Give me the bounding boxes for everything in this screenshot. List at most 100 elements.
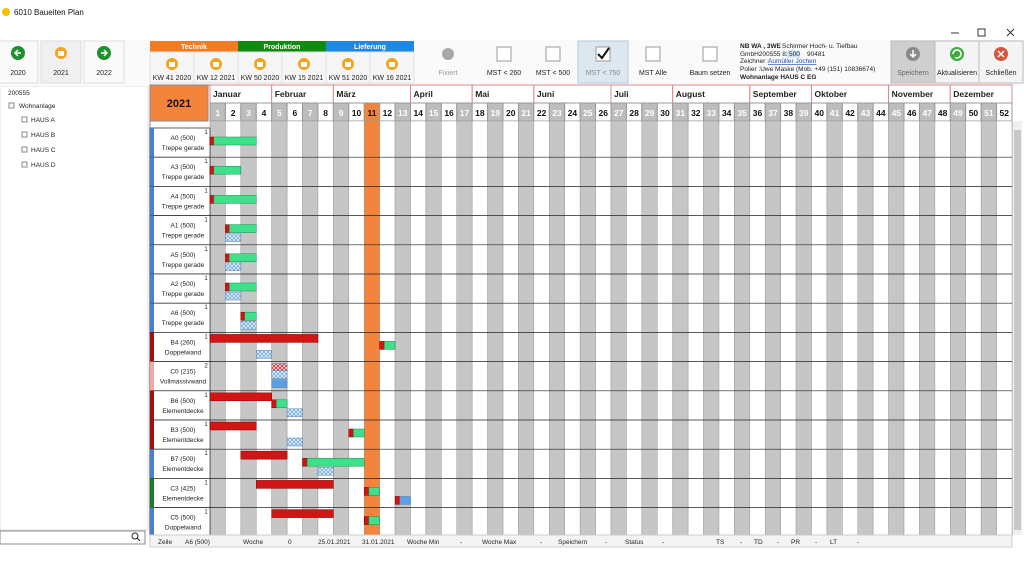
week-label: 43 — [861, 108, 871, 118]
status-item: Status — [625, 539, 644, 546]
search-icon[interactable] — [131, 532, 141, 542]
row-type: Vollmassivwand — [160, 379, 207, 386]
year-cell — [149, 84, 209, 122]
row-count: 1 — [204, 451, 208, 457]
bar-red[interactable] — [394, 496, 400, 505]
week-column — [811, 120, 828, 536]
bar-green[interactable] — [213, 165, 242, 175]
week-column — [518, 120, 535, 536]
bar-hatch[interactable] — [225, 233, 242, 242]
row-label-cell — [149, 419, 211, 450]
bar-hatch[interactable] — [225, 291, 242, 301]
info-company: Schirmer Hoch- u. Tiefbau — [782, 43, 858, 50]
status-item: - — [605, 539, 607, 546]
status-item: 25.01.2021 — [318, 539, 351, 546]
week-column — [687, 120, 704, 536]
bar-hatch[interactable] — [317, 466, 334, 476]
week-column — [441, 120, 458, 536]
week-label: 30 — [660, 108, 670, 118]
week-column — [487, 120, 504, 536]
bar-red[interactable] — [240, 311, 245, 321]
row-name: B6 (500) — [171, 398, 196, 405]
search-box[interactable] — [0, 530, 146, 545]
bar-red[interactable] — [225, 224, 230, 233]
bar-red[interactable] — [209, 421, 257, 431]
week-label: 21 — [521, 108, 531, 118]
row-count: 1 — [204, 247, 208, 253]
checkbox[interactable] — [496, 46, 512, 62]
tree-expander[interactable] — [21, 161, 28, 168]
bar-red[interactable] — [225, 253, 230, 263]
bar-green[interactable] — [384, 341, 396, 350]
bar-red[interactable] — [225, 282, 230, 292]
phase-date-button[interactable] — [237, 51, 283, 84]
bar-red[interactable] — [348, 428, 354, 438]
bar-hatch[interactable] — [286, 437, 303, 447]
bar-blue[interactable] — [399, 496, 411, 505]
bar-green[interactable] — [229, 282, 257, 292]
week-column — [595, 120, 612, 536]
bar-hatch[interactable] — [225, 262, 242, 272]
week-column — [456, 120, 473, 536]
bar-green[interactable] — [244, 311, 257, 321]
tree-item: HAUS A — [31, 117, 56, 124]
bar-red[interactable] — [379, 341, 385, 350]
bar-red[interactable] — [256, 480, 334, 489]
bar-red[interactable] — [363, 516, 370, 525]
bar-red[interactable] — [363, 487, 370, 496]
bar-green[interactable] — [368, 516, 380, 525]
year-label: 2020 — [10, 70, 26, 77]
tree-expander[interactable] — [8, 102, 15, 109]
bar-red[interactable] — [209, 195, 215, 204]
bar-green[interactable] — [213, 136, 257, 146]
bar-green[interactable] — [229, 224, 257, 233]
info-polier: Polier :Uwe Maske (Mob. +49 (151) 108366… — [740, 66, 875, 73]
bar-red[interactable] — [209, 334, 319, 343]
tree-expander[interactable] — [21, 116, 28, 123]
row-label-cell — [149, 302, 211, 333]
bar-hatch[interactable] — [286, 408, 303, 418]
bar-red[interactable] — [209, 165, 215, 175]
status-item: Woche Max — [482, 539, 517, 546]
month-label: November — [892, 89, 934, 99]
checkbox[interactable] — [645, 46, 661, 62]
week-column — [826, 120, 843, 536]
bar-red[interactable] — [302, 457, 308, 467]
week-column — [348, 120, 365, 536]
week-column — [950, 120, 966, 536]
week-label: 20 — [506, 108, 516, 118]
week-label: 49 — [953, 108, 963, 118]
bar-red[interactable] — [271, 399, 277, 409]
bar-green[interactable] — [368, 487, 380, 496]
bar-green[interactable] — [276, 399, 288, 409]
checkbox[interactable] — [702, 46, 718, 62]
row-label-cell — [149, 332, 211, 362]
arrow-glyph — [101, 49, 109, 57]
bar-red[interactable] — [240, 450, 288, 460]
bar-hatch[interactable] — [256, 350, 272, 359]
window-controls[interactable] — [951, 28, 1015, 37]
bar-green[interactable] — [306, 457, 365, 467]
bar-green[interactable] — [353, 428, 365, 438]
phase-date: KW 12 2021 — [197, 75, 236, 82]
week-column — [672, 120, 689, 536]
bar-red[interactable] — [209, 392, 272, 402]
bar-red[interactable] — [209, 136, 215, 146]
calendar-icon-page — [345, 62, 351, 67]
week-column — [379, 120, 396, 536]
row-type: Treppe gerade — [162, 291, 205, 298]
filter-label: Baum setzen — [690, 70, 731, 77]
status-item: - — [662, 539, 664, 546]
checkbox[interactable] — [545, 46, 561, 62]
scroll-thumb[interactable] — [1014, 130, 1021, 530]
bar-hatch[interactable] — [240, 320, 257, 330]
bar-green[interactable] — [229, 253, 257, 263]
bar-green[interactable] — [213, 195, 257, 204]
row-label-cell — [149, 244, 211, 275]
bar-blue[interactable] — [271, 379, 288, 388]
bar-hatch[interactable] — [271, 370, 288, 379]
bar-red[interactable] — [271, 509, 334, 518]
tree-expander[interactable] — [21, 131, 28, 138]
month-label: März — [336, 89, 355, 99]
tree-expander[interactable] — [21, 146, 28, 153]
